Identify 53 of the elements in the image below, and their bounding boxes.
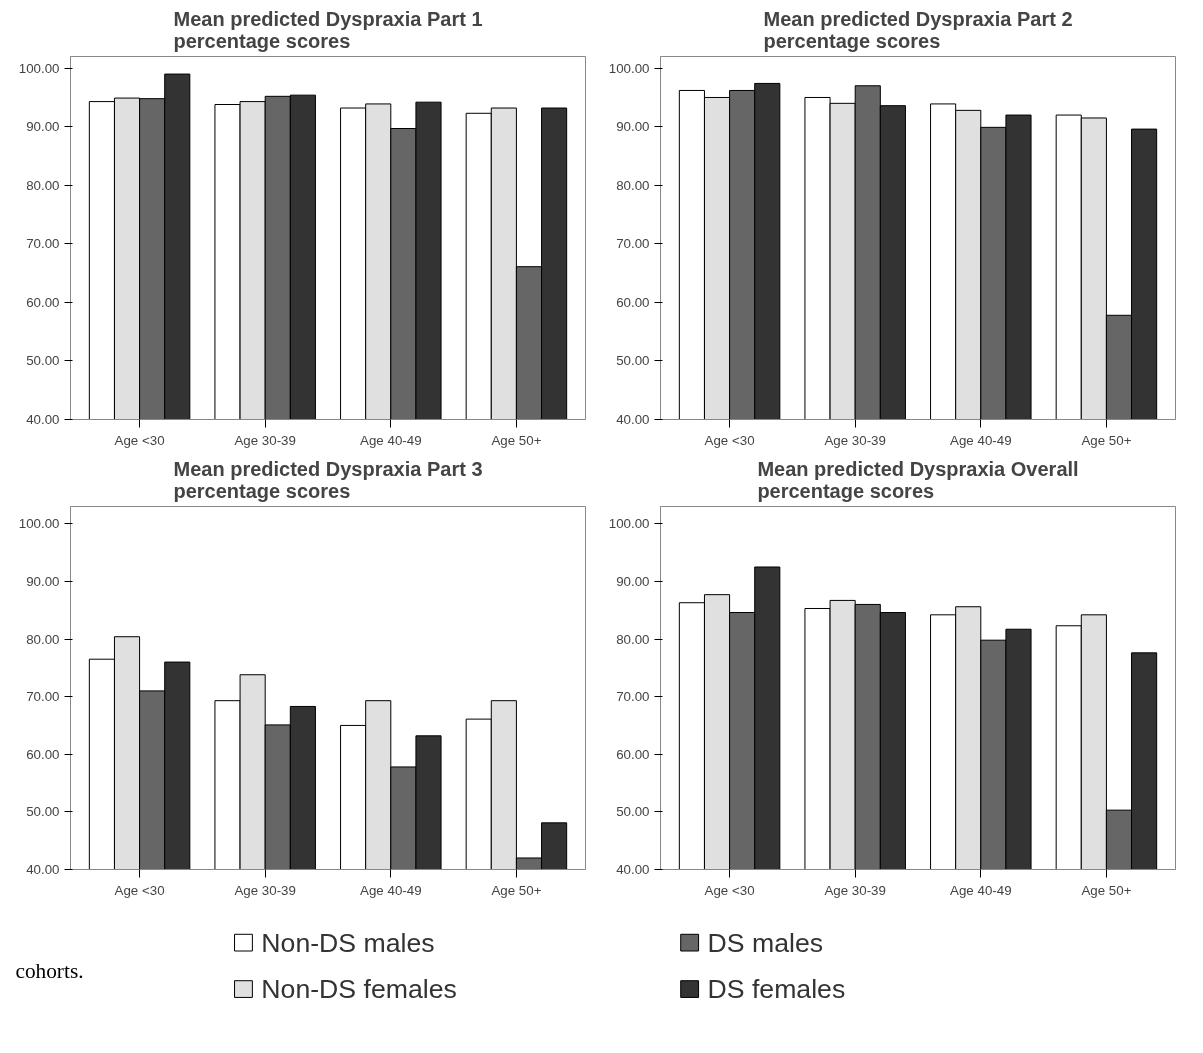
y-tick-label: 100.00	[18, 60, 60, 76]
legend-label: DS males	[707, 927, 824, 958]
y-tick-label: 70.00	[616, 689, 650, 705]
x-tick-label: Age 40-49	[360, 432, 422, 448]
x-tick-label: Age 30-39	[234, 432, 296, 448]
y-tick-label: 100.00	[18, 516, 60, 532]
y-tick-label: 60.00	[616, 294, 650, 310]
x-tick-label: Age <30	[114, 432, 165, 448]
y-tick-label: 80.00	[616, 177, 650, 193]
y-tick-label: 80.00	[26, 631, 60, 647]
legend-label: DS females	[707, 974, 846, 1005]
chart-title: Mean predicted Dyspraxia Part 2 percentage scores	[763, 7, 1073, 52]
x-tick-label: Age 50+	[1081, 882, 1132, 898]
y-tick-label: 50.00	[26, 353, 60, 369]
y-tick-label: 70.00	[26, 689, 60, 705]
y-tick-label: 40.00	[616, 862, 650, 877]
y-tick-label: 70.00	[616, 236, 650, 252]
x-tick-label: Age <30	[704, 882, 755, 898]
y-tick-label: 100.00	[608, 60, 650, 76]
y-tick-label: 60.00	[26, 746, 60, 762]
y-tick-label: 50.00	[26, 804, 60, 820]
chart-title: Mean predicted Dyspraxia Overall percentage scores	[757, 457, 1079, 502]
x-tick-label: Age 30-39	[234, 882, 296, 898]
text: cohorts.	[15, 958, 84, 983]
x-tick-label: Age <30	[114, 882, 165, 898]
y-tick-label: 90.00	[26, 119, 60, 135]
x-tick-label: Age 30-39	[824, 882, 886, 898]
y-tick-label: 80.00	[616, 631, 650, 647]
y-tick-label: 70.00	[26, 236, 60, 252]
x-tick-label: Age 30-39	[824, 432, 886, 448]
y-tick-label: 40.00	[616, 412, 650, 427]
y-tick-label: 60.00	[616, 746, 650, 762]
y-tick-label: 100.00	[608, 516, 650, 532]
y-tick-label: 80.00	[26, 177, 60, 193]
y-tick-label: 90.00	[616, 119, 650, 135]
y-tick-label: 90.00	[26, 573, 60, 589]
x-tick-label: Age 40-49	[950, 882, 1012, 898]
x-tick-label: Age 40-49	[360, 882, 422, 898]
y-tick-label: 50.00	[616, 804, 650, 820]
chart-title: Mean predicted Dyspraxia Part 3 percentage scores	[173, 457, 483, 502]
y-tick-label: 40.00	[26, 862, 60, 877]
chart-title: Mean predicted Dyspraxia Part 1 percentage scores	[173, 7, 483, 52]
x-tick-label: Age 50+	[491, 882, 542, 898]
x-tick-label: Age 50+	[1081, 432, 1132, 448]
legend-label: Non-DS males	[261, 927, 435, 958]
x-tick-label: Age 50+	[491, 432, 542, 448]
legend-label: Non-DS females	[261, 974, 457, 1005]
x-tick-label: Age <30	[704, 432, 755, 448]
x-tick-label: Age 40-49	[950, 432, 1012, 448]
y-tick-label: 50.00	[616, 353, 650, 369]
y-tick-label: 40.00	[26, 412, 60, 427]
y-tick-label: 60.00	[26, 294, 60, 310]
y-tick-label: 90.00	[616, 573, 650, 589]
